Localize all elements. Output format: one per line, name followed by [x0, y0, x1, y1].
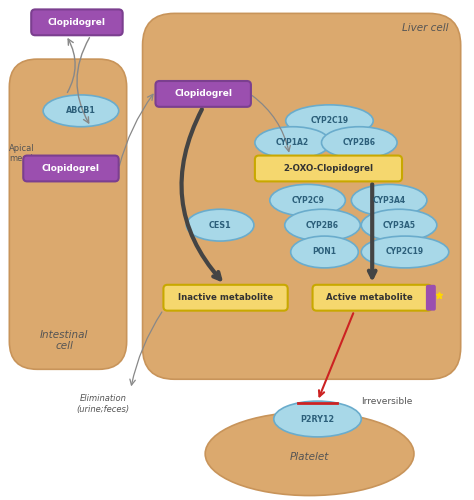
Text: CYP3A4: CYP3A4	[373, 196, 406, 205]
Text: Intestinal
cell: Intestinal cell	[40, 330, 88, 351]
Text: Liver cell: Liver cell	[402, 24, 449, 34]
Text: CYP3A5: CYP3A5	[383, 220, 416, 230]
FancyBboxPatch shape	[31, 10, 123, 36]
FancyBboxPatch shape	[155, 81, 251, 107]
Text: CES1: CES1	[209, 220, 231, 230]
Text: Active metabolite: Active metabolite	[326, 293, 412, 302]
Text: Elimination
(urine;feces): Elimination (urine;feces)	[76, 394, 129, 413]
Text: CYP2B6: CYP2B6	[306, 220, 339, 230]
Text: Irreversible: Irreversible	[362, 397, 413, 406]
Text: CYP2C9: CYP2C9	[291, 196, 324, 205]
Ellipse shape	[291, 236, 358, 268]
FancyBboxPatch shape	[255, 156, 402, 182]
Ellipse shape	[270, 184, 346, 216]
Ellipse shape	[321, 126, 397, 158]
FancyBboxPatch shape	[312, 285, 432, 310]
Ellipse shape	[43, 95, 118, 126]
FancyBboxPatch shape	[164, 285, 288, 310]
FancyBboxPatch shape	[426, 285, 436, 310]
Text: 2-OXO-Clopidogrel: 2-OXO-Clopidogrel	[283, 164, 374, 173]
Ellipse shape	[351, 184, 427, 216]
Text: Inactive metabolite: Inactive metabolite	[177, 293, 273, 302]
Text: Platelet: Platelet	[290, 452, 329, 462]
Ellipse shape	[186, 209, 254, 241]
Text: Clopidogrel: Clopidogrel	[48, 18, 106, 27]
FancyBboxPatch shape	[9, 59, 127, 370]
Ellipse shape	[205, 412, 414, 496]
Ellipse shape	[255, 126, 330, 158]
Text: Apical
membrane: Apical membrane	[9, 144, 55, 163]
Text: PON1: PON1	[312, 248, 337, 256]
Text: Clopidogrel: Clopidogrel	[42, 164, 100, 173]
Ellipse shape	[361, 236, 449, 268]
Text: P2RY12: P2RY12	[301, 414, 335, 424]
Text: CYP2B6: CYP2B6	[343, 138, 376, 147]
Text: CYP1A2: CYP1A2	[276, 138, 309, 147]
Text: ABCB1: ABCB1	[66, 106, 96, 116]
Ellipse shape	[285, 209, 360, 241]
Text: CYP2C19: CYP2C19	[310, 116, 348, 126]
Text: CYP2C19: CYP2C19	[386, 248, 424, 256]
FancyBboxPatch shape	[143, 14, 461, 379]
Ellipse shape	[361, 209, 437, 241]
FancyBboxPatch shape	[23, 156, 118, 182]
Ellipse shape	[274, 401, 361, 437]
Ellipse shape	[286, 105, 373, 136]
Text: Clopidogrel: Clopidogrel	[174, 90, 232, 98]
